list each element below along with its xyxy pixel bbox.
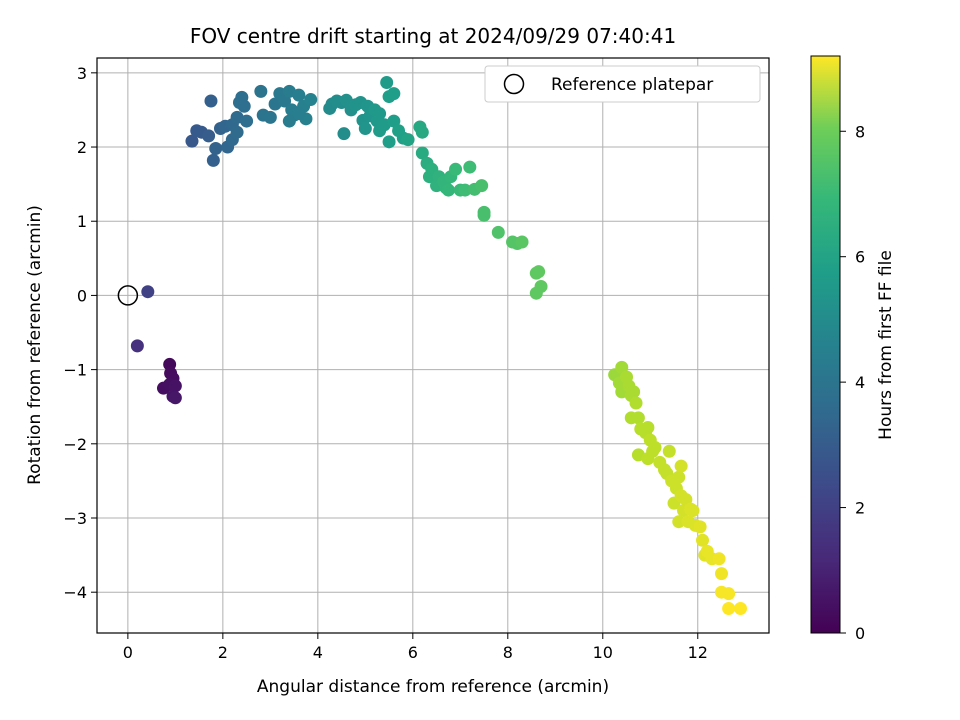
y-tick-label: −4: [63, 583, 87, 602]
y-tick-label: 2: [77, 138, 87, 157]
data-point: [696, 533, 710, 547]
reference-marker: [117, 285, 139, 306]
data-point: [130, 339, 144, 353]
data-point: [237, 99, 251, 113]
data-point: [240, 114, 254, 128]
y-tick-label: −3: [63, 509, 87, 528]
legend-marker: [503, 73, 525, 95]
data-point: [380, 75, 394, 89]
data-point: [441, 183, 455, 197]
data-point: [387, 114, 401, 128]
data-point: [629, 396, 643, 410]
colorbar-tick-label: 6: [855, 248, 865, 267]
data-point: [209, 142, 223, 156]
reference-platepar-marker: [117, 285, 139, 306]
data-point: [491, 225, 505, 239]
colorbar-tick-label: 0: [855, 624, 865, 643]
colorbar-ticks: 0 2 4 6 8: [840, 122, 865, 643]
x-tick-label: 0: [123, 643, 133, 662]
data-point: [722, 602, 736, 616]
x-tick-label: 8: [503, 643, 513, 662]
data-point: [515, 235, 529, 249]
data-point: [529, 286, 543, 300]
y-axis-label: Rotation from reference (arcmin): [25, 205, 45, 485]
data-point: [254, 84, 268, 98]
colorbar: 0 2 4 6 8 Hours from first FF file: [810, 55, 896, 643]
legend-label: Reference platepar: [551, 75, 713, 95]
x-axis-ticks: 0 2 4 6 8 10 12: [123, 633, 708, 662]
data-point: [337, 127, 351, 141]
legend-box: [484, 65, 761, 103]
data-point: [674, 459, 688, 473]
data-point: [202, 129, 216, 143]
data-point: [648, 441, 662, 455]
data-point: [292, 107, 306, 121]
data-point: [387, 87, 401, 101]
colorbar-tick-label: 4: [855, 373, 865, 392]
data-point: [477, 205, 491, 219]
x-tick-label: 4: [313, 643, 323, 662]
data-point: [715, 567, 729, 581]
colorbar-gradient: [810, 55, 841, 634]
colorbar-tick-label: 8: [855, 122, 865, 141]
data-point: [382, 135, 396, 149]
data-point: [204, 94, 218, 108]
data-point: [722, 587, 736, 601]
y-tick-label: 3: [77, 64, 87, 83]
data-point: [278, 94, 292, 108]
data-point: [679, 492, 693, 506]
data-point: [141, 285, 155, 299]
data-point: [449, 162, 463, 176]
colorbar-label: Hours from first FF file: [876, 250, 896, 440]
data-point: [206, 153, 220, 167]
grid-lines: [97, 58, 769, 633]
x-tick-label: 2: [218, 643, 228, 662]
x-tick-label: 12: [688, 643, 708, 662]
data-point: [672, 515, 686, 529]
data-point: [631, 411, 645, 425]
data-point: [475, 179, 489, 193]
data-point: [532, 265, 546, 279]
x-tick-label: 10: [593, 643, 613, 662]
data-point: [373, 107, 387, 121]
data-point: [415, 125, 429, 139]
chart-title: FOV centre drift starting at 2024/09/29 …: [190, 24, 676, 48]
data-point: [304, 93, 318, 107]
data-point: [627, 385, 641, 399]
x-tick-label: 6: [408, 643, 418, 662]
data-point: [168, 379, 182, 393]
data-point: [712, 552, 726, 566]
data-point: [230, 125, 244, 139]
data-point: [693, 520, 707, 534]
data-point: [401, 133, 415, 147]
x-axis-label: Angular distance from reference (arcmin): [257, 677, 609, 697]
data-point: [734, 602, 748, 616]
data-point: [641, 452, 655, 466]
y-tick-label: 1: [77, 212, 87, 231]
data-point: [615, 360, 629, 374]
data-point: [185, 134, 199, 148]
legend: Reference platepar: [484, 65, 761, 103]
data-point: [263, 110, 277, 124]
data-point: [458, 183, 472, 197]
colorbar-tick-label: 2: [855, 499, 865, 518]
y-axis-ticks: −4 −3 −2 −1 0 1 2 3: [63, 64, 97, 602]
data-point: [641, 420, 655, 434]
data-point: [672, 470, 686, 484]
data-point: [463, 160, 477, 174]
data-point: [415, 146, 429, 160]
y-tick-label: −2: [63, 435, 87, 454]
data-point: [168, 391, 182, 405]
y-tick-label: 0: [77, 286, 87, 305]
data-point: [358, 121, 372, 135]
y-tick-label: −1: [63, 361, 87, 380]
data-point: [292, 88, 306, 102]
data-point: [686, 504, 700, 518]
data-point: [282, 114, 296, 128]
data-point: [662, 444, 676, 458]
data-points: [130, 75, 748, 616]
plot-frame: [96, 57, 770, 634]
